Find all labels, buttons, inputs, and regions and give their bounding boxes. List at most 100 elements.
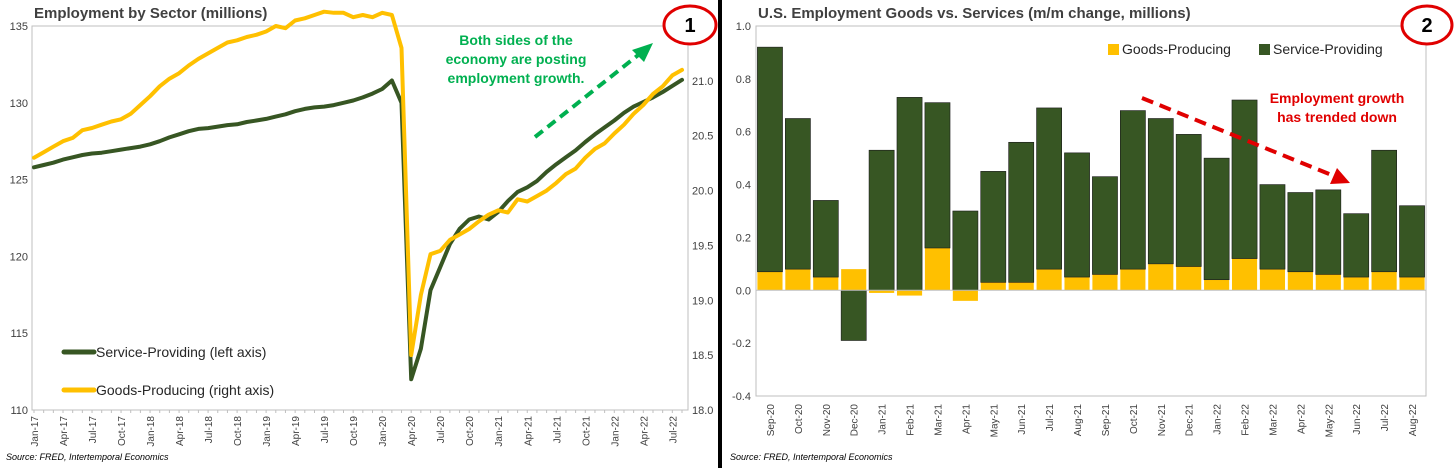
right-axis-tick-label: 18.5 xyxy=(692,350,713,362)
right-axis-tick-label: 19.0 xyxy=(692,295,713,307)
goods-bar xyxy=(1064,277,1090,291)
left-axis-tick-label: 130 xyxy=(10,98,28,110)
x-axis-tick-label: Jul-20 xyxy=(436,416,447,444)
left-chart-title: Employment by Sector (millions) xyxy=(34,5,268,22)
goods-bar xyxy=(813,277,839,291)
goods-bar xyxy=(1399,277,1425,291)
annotation-arrow-head xyxy=(1330,168,1350,184)
service-bar xyxy=(1175,134,1202,267)
goods-bar xyxy=(1204,279,1230,291)
y-axis-tick-label: 0.2 xyxy=(736,232,751,244)
x-axis-tick-label: Apr-18 xyxy=(175,416,186,446)
service-bar xyxy=(1343,213,1370,278)
x-axis-tick-label: Jan-19 xyxy=(262,416,273,447)
service-bar xyxy=(1287,192,1314,273)
x-axis-tick-label: Dec-20 xyxy=(850,404,861,437)
x-axis-tick-label: Apr-20 xyxy=(407,416,418,446)
x-axis-tick-label: Mar-21 xyxy=(933,404,944,436)
x-axis-tick-label: Jul-21 xyxy=(1045,404,1056,432)
goods-bar xyxy=(757,271,783,291)
x-axis-tick-label: May-21 xyxy=(989,404,1000,438)
goods-producing-line xyxy=(32,9,684,358)
service-bar xyxy=(1203,157,1230,281)
x-axis-tick-label: Jan-18 xyxy=(146,416,157,447)
goods-bar xyxy=(1092,274,1118,291)
x-axis-tick-label: Sep-21 xyxy=(1101,404,1112,437)
annotation-arrow-shaft xyxy=(533,50,644,139)
x-axis-tick-label: Apr-19 xyxy=(291,416,302,446)
left-source: Source: FRED, Intertemporal Economics xyxy=(6,452,169,462)
x-axis-tick-label: Jan-21 xyxy=(494,416,505,447)
service-bar xyxy=(896,97,923,291)
x-axis-tick-label: Jun-21 xyxy=(1017,404,1028,435)
x-axis-tick-label: Oct-17 xyxy=(117,416,128,446)
goods-bar xyxy=(1231,258,1258,291)
goods-bar xyxy=(952,290,978,301)
goods-bar xyxy=(1148,263,1174,291)
x-axis-tick-label: Oct-21 xyxy=(581,416,592,446)
service-bar xyxy=(1315,189,1342,275)
goods-bar xyxy=(1036,269,1062,291)
x-axis-tick-label: Jul-18 xyxy=(204,416,215,444)
x-axis-tick-label: Apr-21 xyxy=(523,416,534,446)
service-bar xyxy=(1120,110,1146,270)
x-axis-tick-label: Oct-20 xyxy=(794,404,805,434)
left-axis-tick-label: 110 xyxy=(10,405,28,417)
annotation-text: employment growth. xyxy=(448,70,585,86)
service-bar xyxy=(1371,149,1397,273)
service-bar xyxy=(785,118,811,270)
x-axis-tick-label: Oct-19 xyxy=(349,416,360,446)
service-bar xyxy=(1147,118,1174,265)
annotation-arrow-head xyxy=(632,43,653,62)
x-axis-tick-label: Nov-21 xyxy=(1157,404,1168,437)
left-chart: 110 115 120 125 130 135 18.0 18.5 19.0 19.5 20.0 20… xyxy=(10,4,718,447)
x-axis-tick-label: Dec-21 xyxy=(1185,404,1196,437)
goods-bar xyxy=(1315,274,1341,291)
y-axis-tick-label: 1.0 xyxy=(736,21,751,33)
service-bar xyxy=(840,289,867,341)
panel-divider xyxy=(718,0,722,468)
right-panel: U.S. Employment Goods vs. Services (m/m … xyxy=(722,0,1456,468)
x-axis-tick-label: Jul-19 xyxy=(320,416,331,444)
x-axis-tick-label: Jan-21 xyxy=(878,404,889,435)
legend-label-service: Service-Providing (left axis) xyxy=(96,344,266,360)
right-chart: -0.4 -0.2 0.0 0.2 0.4 0.6 0.8 1.0 Sep-20 Oct-20 No… xyxy=(732,4,1454,438)
service-bar xyxy=(812,200,839,278)
service-bar xyxy=(1399,205,1425,278)
goods-bar xyxy=(785,269,811,291)
goods-bar xyxy=(1371,271,1397,291)
goods-bar xyxy=(896,290,923,296)
plot-frame xyxy=(31,25,689,411)
x-axis-tick-label: Oct-18 xyxy=(233,416,244,446)
x-axis-tick-label: Jan-22 xyxy=(610,416,621,447)
x-axis-tick-label: Jul-21 xyxy=(552,416,563,444)
badge-circle xyxy=(662,4,718,46)
goods-bar xyxy=(1120,269,1146,291)
legend-swatch-goods xyxy=(1108,44,1119,55)
plot-frame xyxy=(755,25,1427,397)
x-axis-tick-label: Mar-22 xyxy=(1268,404,1279,436)
right-axis-tick-label: 21.0 xyxy=(692,76,713,88)
service-bar xyxy=(924,102,951,249)
service-bar xyxy=(757,46,783,273)
goods-bar xyxy=(1176,266,1202,291)
x-axis-tick-label: Feb-22 xyxy=(1241,404,1252,436)
right-axis-tick-label: 20.0 xyxy=(692,186,713,198)
x-axis-tick-label: Jun-22 xyxy=(1352,404,1363,435)
legend-label-service: Service-Providing xyxy=(1273,41,1383,57)
goods-bar xyxy=(1287,271,1313,291)
annotation-text: economy are posting xyxy=(446,51,587,67)
service-bar xyxy=(980,171,1007,283)
badge-circle xyxy=(1400,4,1454,46)
right-source: Source: FRED, Intertemporal Economics xyxy=(730,452,893,462)
left-axis-tick-label: 115 xyxy=(10,328,28,340)
x-axis-tick-label: Aug-21 xyxy=(1073,404,1084,437)
x-axis-tick-label: Jan-22 xyxy=(1213,404,1224,435)
left-axis-tick-label: 120 xyxy=(10,251,28,263)
y-axis-tick-label: 0.0 xyxy=(736,285,751,297)
service-bar xyxy=(1231,99,1258,259)
badge-number: 1 xyxy=(684,15,695,37)
x-axis-tick-label: Nov-20 xyxy=(822,404,833,437)
right-axis-tick-label: 18.0 xyxy=(692,405,713,417)
right-axis-tick-label: 19.5 xyxy=(692,240,713,252)
